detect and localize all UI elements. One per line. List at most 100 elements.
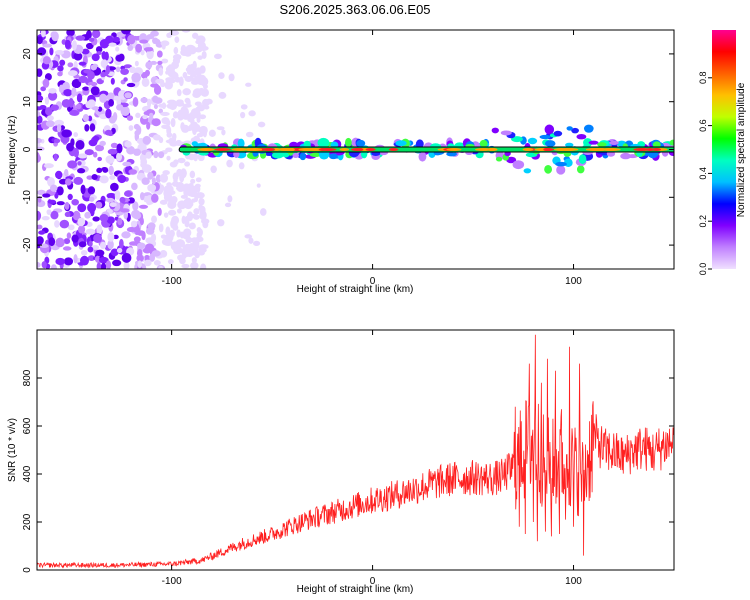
signal-cell	[299, 152, 307, 161]
noise-cell	[80, 249, 88, 256]
noise-cell	[115, 46, 120, 52]
signal-peak	[446, 148, 462, 151]
noise-cell	[88, 37, 95, 42]
noise-cell	[109, 202, 117, 208]
noise-cell	[187, 153, 196, 161]
noise-cell	[196, 117, 201, 123]
noise-cell	[110, 77, 115, 85]
noise-cell	[190, 261, 199, 269]
noise-cell	[37, 236, 44, 245]
noise-cell	[154, 97, 163, 104]
noise-cell	[100, 71, 107, 78]
noise-cell	[55, 257, 65, 266]
snr-y-tick-label: 600	[22, 417, 33, 434]
signal-cell	[525, 152, 538, 158]
signal-cell	[512, 160, 525, 170]
noise-cell	[77, 168, 86, 174]
noise-cell	[84, 211, 92, 219]
noise-cell	[75, 35, 86, 41]
noise-cell	[158, 265, 164, 269]
signal-cell	[544, 124, 555, 135]
noise-cell	[64, 39, 71, 49]
noise-cell	[133, 212, 141, 220]
noise-cell	[54, 49, 65, 55]
noise-cell	[166, 103, 174, 109]
noise-cell	[145, 151, 152, 159]
noise-cell	[185, 250, 194, 258]
noise-cell	[245, 82, 252, 87]
noise-cell	[37, 142, 41, 147]
noise-cell	[89, 196, 95, 202]
noise-cell	[44, 96, 50, 105]
noise-cell	[86, 175, 94, 180]
noise-cell	[171, 132, 177, 141]
noise-cell	[240, 111, 246, 119]
noise-cell	[87, 202, 97, 213]
noise-cell	[181, 215, 186, 224]
signal-peak	[339, 148, 350, 151]
noise-cell	[51, 31, 59, 42]
noise-cell	[180, 194, 188, 199]
noise-cell	[160, 111, 170, 117]
signal-peak	[543, 148, 554, 151]
noise-cell	[136, 242, 146, 250]
noise-cell	[48, 91, 58, 101]
noise-cell	[173, 159, 179, 165]
noise-cell	[190, 178, 196, 184]
noise-cell	[66, 232, 72, 239]
signal-cell	[620, 152, 632, 160]
noise-cell	[116, 104, 124, 111]
noise-cell	[190, 237, 199, 244]
noise-cell	[99, 175, 109, 184]
noise-cell	[78, 75, 88, 84]
noise-cell	[198, 244, 207, 253]
noise-cell	[87, 81, 98, 87]
noise-cell	[177, 200, 187, 210]
noise-cell	[226, 159, 233, 168]
noise-cell	[96, 224, 103, 235]
noise-cell	[196, 192, 205, 199]
noise-cell	[143, 259, 152, 267]
noise-cell	[193, 208, 200, 215]
spectrogram-y-tick-label: 0	[22, 146, 33, 152]
noise-cell	[153, 104, 158, 110]
noise-cell	[172, 172, 179, 181]
snr-series-line	[37, 334, 674, 569]
signal-cell	[237, 138, 245, 149]
noise-cell	[48, 88, 57, 94]
noise-cell	[188, 222, 196, 230]
noise-cell	[66, 142, 74, 152]
noise-cell	[214, 53, 222, 60]
noise-cell	[126, 115, 134, 121]
noise-cell	[217, 219, 225, 227]
noise-cell	[166, 132, 173, 138]
noise-cell	[170, 117, 176, 128]
noise-cell	[37, 94, 44, 102]
noise-cell	[161, 42, 166, 50]
noise-cell	[37, 137, 42, 144]
noise-cell	[147, 184, 157, 192]
signal-cell	[566, 126, 573, 131]
noise-cell	[104, 129, 113, 136]
spectrogram-y-tick-label: 20	[22, 48, 33, 60]
colorbar-tick-label: 0.4	[698, 167, 708, 180]
noise-cell	[96, 167, 103, 174]
noise-cell	[45, 120, 55, 128]
noise-cell	[248, 110, 256, 117]
noise-cell	[158, 108, 164, 114]
noise-cell	[67, 70, 78, 77]
noise-cell	[100, 262, 107, 269]
noise-cell	[76, 93, 83, 103]
noise-cell	[188, 213, 198, 219]
noise-cell	[37, 152, 40, 163]
noise-cell	[156, 50, 163, 58]
noise-cell	[46, 209, 52, 215]
noise-cell	[120, 68, 129, 75]
noise-cell	[105, 64, 111, 75]
noise-cell	[121, 30, 131, 35]
noise-cell	[91, 106, 100, 111]
noise-cell	[257, 121, 266, 128]
noise-cell	[95, 201, 103, 209]
signal-peak	[633, 148, 650, 151]
noise-cell	[87, 115, 93, 122]
